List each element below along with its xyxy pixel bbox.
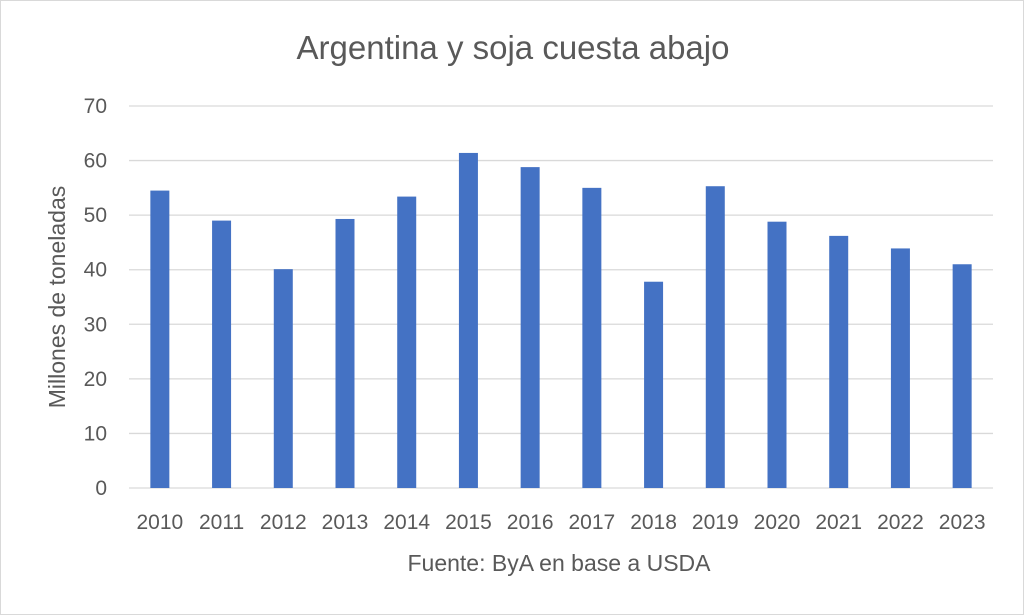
chart-title: Argentina y soja cuesta abajo [297, 29, 730, 66]
bar-2015 [458, 152, 478, 488]
x-tick-label: 2020 [754, 511, 801, 534]
x-tick-label: 2016 [507, 511, 554, 534]
x-tick-label: 2018 [630, 511, 677, 534]
y-tick-label: 20 [84, 368, 107, 391]
y-axis-title: Millones de toneladas [44, 186, 70, 408]
y-tick-label: 10 [84, 422, 107, 445]
x-tick-label: 2013 [322, 511, 369, 534]
x-tick-label: 2023 [939, 511, 986, 534]
bar-2017 [582, 187, 602, 488]
y-tick-label: 60 [84, 150, 107, 173]
x-tick-label: 2011 [199, 511, 244, 534]
y-tick-label: 40 [84, 259, 107, 282]
bar-2023 [952, 264, 972, 488]
bar-2014 [397, 196, 417, 489]
bar-2012 [273, 269, 293, 488]
x-tick-label: 2017 [568, 511, 615, 534]
bar-2011 [212, 220, 232, 488]
x-tick-label: 2012 [260, 511, 307, 534]
x-axis-ticks: 2010 2011 2012 2013 2014 2015 2016 2017 2018 2019… [136, 511, 985, 534]
bars [150, 152, 972, 489]
x-tick-label: 2015 [445, 511, 492, 534]
bar-2016 [520, 167, 540, 488]
x-tick-label: 2021 [815, 511, 862, 534]
bar-2010 [150, 190, 170, 489]
x-tick-label: 2010 [136, 511, 183, 534]
x-axis-title: Fuente: ByA en base a USDA [407, 550, 711, 576]
x-tick-label: 2022 [877, 511, 924, 534]
bar-2022 [890, 248, 910, 488]
y-tick-label: 70 [84, 95, 107, 118]
bar-2021 [829, 235, 849, 488]
x-tick-label: 2014 [383, 511, 430, 534]
bar-2019 [705, 186, 725, 488]
y-tick-label: 50 [84, 204, 107, 227]
gridlines [129, 105, 993, 489]
y-tick-label: 0 [95, 477, 107, 500]
y-axis-ticks: 0 10 20 30 40 50 60 70 [84, 95, 107, 500]
y-tick-label: 30 [84, 313, 107, 336]
bar-2020 [767, 221, 787, 489]
bar-2013 [335, 218, 355, 488]
bar-2018 [644, 281, 664, 488]
x-tick-label: 2019 [692, 511, 739, 534]
